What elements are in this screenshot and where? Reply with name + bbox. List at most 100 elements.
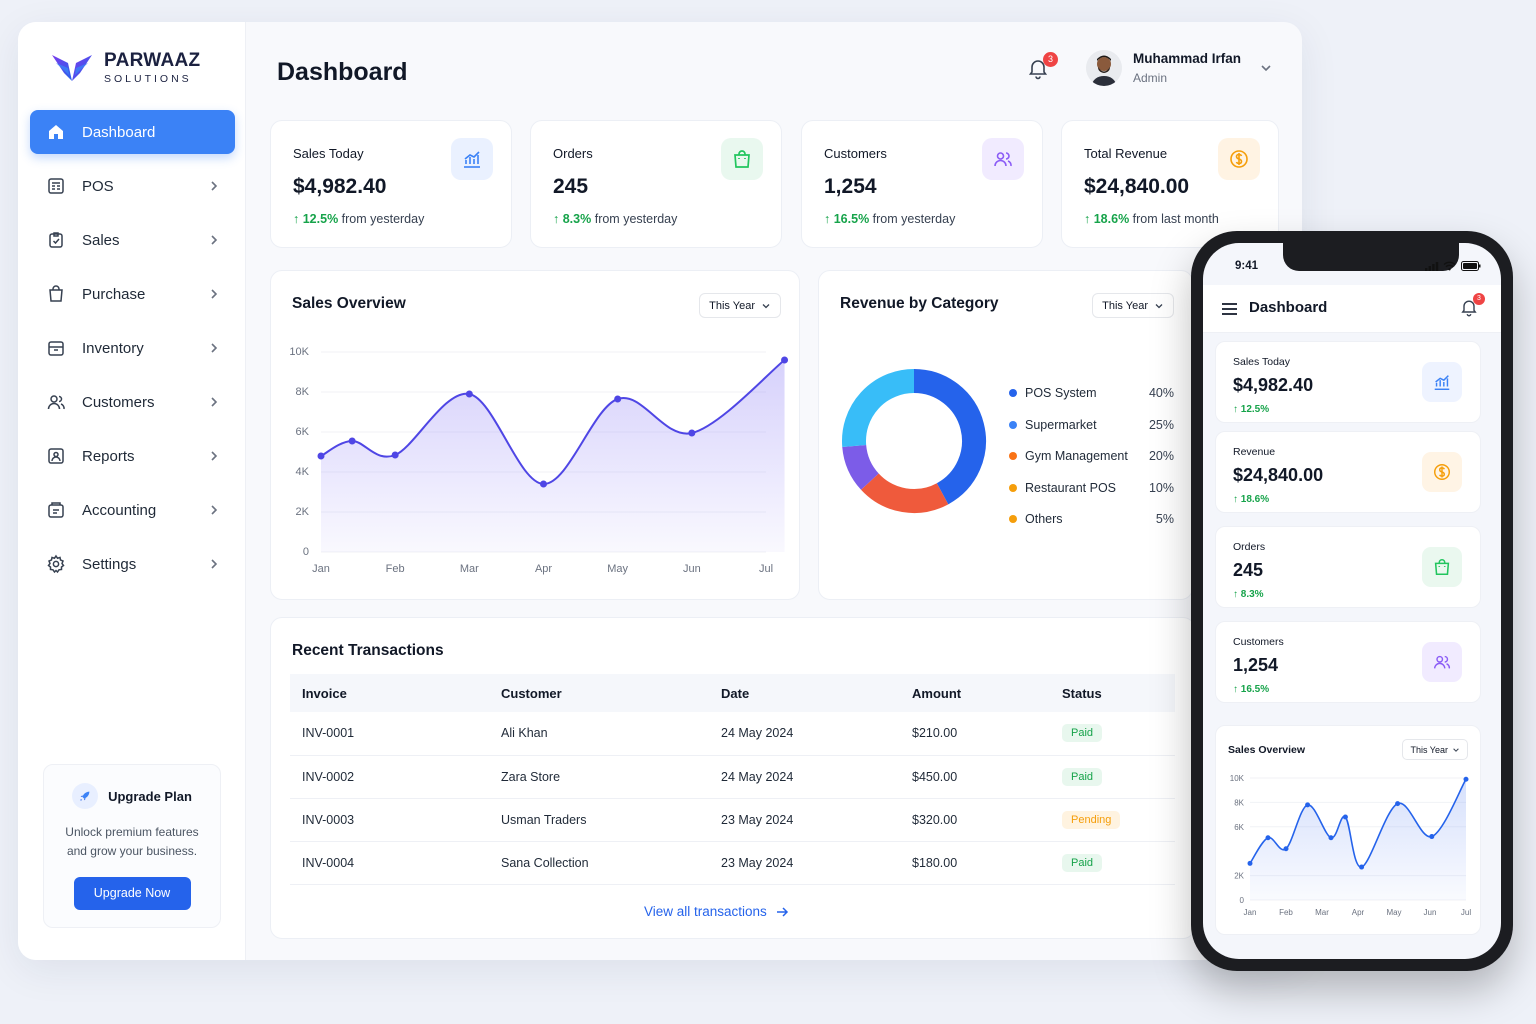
column-header-date[interactable]: Date	[709, 674, 900, 712]
shopping-bag-icon	[721, 138, 763, 180]
stat-delta: ↑ 18.6%	[1233, 494, 1270, 505]
data-point	[1265, 835, 1271, 841]
stat-value: 245	[553, 175, 589, 198]
chart-icon	[1422, 362, 1462, 402]
stat-card-sales-today[interactable]: Sales Today $4,982.40 ↑ 12.5% from yeste…	[270, 120, 512, 248]
chevron-right-icon	[211, 397, 218, 407]
stat-delta-suffix: from yesterday	[594, 212, 678, 226]
cell-invoice: INV-0003	[290, 798, 489, 842]
y-tick-label: 4K	[296, 466, 310, 478]
sidebar-item-inventory[interactable]: Inventory	[30, 326, 235, 370]
notifications-button[interactable]: 3	[1026, 52, 1058, 82]
view-all-label: View all transactions	[644, 904, 767, 919]
phone-notifications-button[interactable]: 3	[1459, 293, 1485, 317]
table-row[interactable]: INV-0003 Usman Traders 23 May 2024 $320.00 P…	[290, 798, 1175, 842]
stat-delta-suffix: from yesterday	[872, 212, 956, 226]
cell-amount: $180.00	[900, 841, 1050, 885]
stat-card-orders[interactable]: Orders 245 ↑ 8.3% from yesterday	[530, 120, 782, 248]
cell-amount: $450.00	[900, 755, 1050, 799]
data-point	[317, 452, 325, 460]
user-menu[interactable]: Muhammad Irfan Admin	[1086, 50, 1273, 86]
legend-item: POS System 40%	[1009, 386, 1174, 400]
legend-percent: 40%	[1148, 386, 1174, 400]
status-time: 9:41	[1235, 260, 1259, 272]
sales-overview-title: Sales Overview	[292, 295, 406, 312]
data-point	[688, 429, 696, 437]
stat-delta-suffix: from last month	[1132, 212, 1219, 226]
sidebar-item-label: Customers	[82, 393, 155, 411]
sidebar-item-accounting[interactable]: Accounting	[30, 488, 235, 532]
y-tick-label: 8K	[296, 386, 310, 398]
column-header-status[interactable]: Status	[1050, 674, 1175, 712]
wings-logo-icon	[52, 54, 92, 81]
cell-status: Pending	[1050, 798, 1175, 842]
phone-stat-card-customers[interactable]: Customers 1,254 ↑ 16.5%	[1215, 621, 1481, 703]
sidebar-item-pos[interactable]: POS	[30, 164, 235, 208]
customers-icon	[46, 392, 66, 412]
phone-sales-chart: 0 2K 6K 8K 10K Jan Feb Mar Apr May Jun Jul	[1230, 774, 1472, 917]
phone-stat-card-orders[interactable]: Orders 245 ↑ 8.3%	[1215, 526, 1481, 608]
chevron-right-icon	[211, 559, 218, 569]
revenue-period-select[interactable]: This Year	[1092, 293, 1174, 318]
sidebar-item-label: Dashboard	[82, 123, 156, 141]
sidebar-item-purchase[interactable]: Purchase	[30, 272, 235, 316]
transactions-title: Recent Transactions	[292, 642, 444, 659]
column-header-customer[interactable]: Customer	[489, 674, 709, 712]
x-tick-label: Jul	[1461, 908, 1471, 917]
shopping-bag-icon	[1422, 547, 1462, 587]
data-point	[1359, 864, 1365, 870]
phone-mockup: 9:41 Dashboard 3 Sales Today $4,982.40 ↑…	[1191, 231, 1513, 971]
data-point	[781, 356, 789, 364]
phone-screen: 9:41 Dashboard 3 Sales Today $4,982.40 ↑…	[1203, 243, 1501, 959]
sidebar-item-customers[interactable]: Customers	[30, 380, 235, 424]
stat-delta-suffix: from yesterday	[341, 212, 425, 226]
area-fill	[1250, 779, 1466, 900]
upgrade-plan-card: Upgrade Plan Unlock premium features and…	[43, 764, 221, 928]
arrow-right-icon	[776, 906, 788, 917]
chevron-down-icon	[1453, 747, 1459, 752]
cell-invoice: INV-0004	[290, 841, 489, 885]
x-tick-label: Feb	[1279, 908, 1293, 917]
sidebar-item-sales[interactable]: Sales	[30, 218, 235, 262]
table-row[interactable]: INV-0002 Zara Store 24 May 2024 $450.00 Paid	[290, 755, 1175, 799]
data-point	[1429, 834, 1435, 840]
legend-item: Others 5%	[1009, 512, 1174, 526]
sidebar-item-settings[interactable]: Settings	[30, 542, 235, 586]
sales-overview-panel: Sales Overview This Year 0 2K 4K 6K 8K 10K Jan…	[270, 270, 800, 600]
phone-period-select[interactable]: This Year	[1402, 739, 1468, 760]
data-point	[465, 390, 473, 398]
status-badge: Paid	[1062, 853, 1103, 872]
table-row[interactable]: INV-0004 Sana Collection 23 May 2024 $180.0…	[290, 841, 1175, 885]
data-point	[614, 395, 622, 403]
column-header-amount[interactable]: Amount	[900, 674, 1050, 712]
upgrade-now-button[interactable]: Upgrade Now	[73, 877, 191, 910]
stat-delta-value: 8.3%	[1240, 589, 1264, 600]
pie-slice	[861, 473, 949, 513]
upgrade-desc-line: Unlock premium features	[65, 825, 199, 839]
sidebar-item-dashboard[interactable]: Dashboard	[30, 110, 235, 154]
home-icon	[46, 122, 66, 142]
cell-date: 23 May 2024	[709, 798, 900, 842]
table-row[interactable]: INV-0001 Ali Khan 24 May 2024 $210.00 Paid	[290, 712, 1175, 756]
legend-item: Supermarket 25%	[1009, 418, 1174, 432]
phone-stat-card-sales-today[interactable]: Sales Today $4,982.40 ↑ 12.5%	[1215, 341, 1481, 423]
column-header-invoice[interactable]: Invoice	[290, 674, 489, 712]
view-all-transactions-link[interactable]: View all transactions	[644, 904, 789, 919]
stat-card-total-revenue[interactable]: Total Revenue $24,840.00 ↑ 18.6% from la…	[1061, 120, 1279, 248]
y-tick-label: 8K	[1234, 798, 1244, 807]
x-tick-label: Feb	[386, 563, 405, 575]
sidebar-item-reports[interactable]: Reports	[30, 434, 235, 478]
sales-overview-period-select[interactable]: This Year	[699, 293, 781, 318]
chevron-down-icon	[1261, 65, 1271, 72]
phone-stat-card-revenue[interactable]: Revenue $24,840.00 ↑ 18.6%	[1215, 431, 1481, 513]
table-header-row: Invoice Customer Date Amount Status	[290, 674, 1175, 712]
area-fill	[321, 360, 785, 552]
sales-icon	[46, 230, 66, 250]
stat-delta-value: 12.5%	[302, 212, 339, 226]
brand-logo[interactable]: PARWAAZ SOLUTIONS	[50, 50, 200, 85]
chevron-right-icon	[211, 343, 218, 353]
legend-dot	[1009, 452, 1017, 460]
hamburger-menu-icon[interactable]	[1222, 302, 1237, 316]
chevron-down-icon	[1155, 303, 1163, 308]
stat-card-customers[interactable]: Customers 1,254 ↑ 16.5% from yesterday	[801, 120, 1043, 248]
